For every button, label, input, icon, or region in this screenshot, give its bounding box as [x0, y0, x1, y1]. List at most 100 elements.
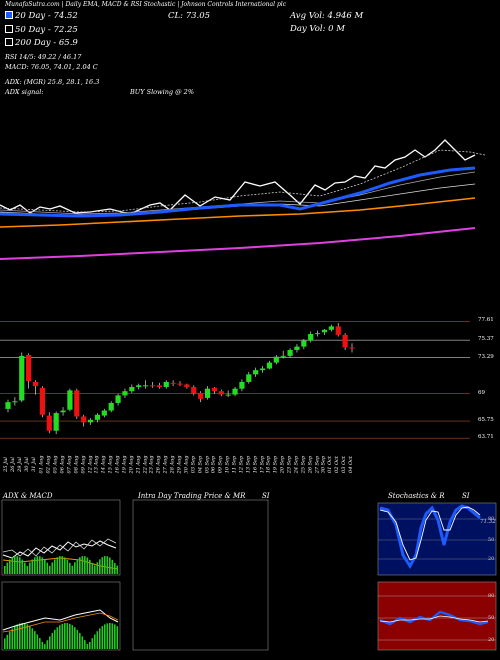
candle-body	[246, 374, 252, 382]
date-label: 29 Aug	[176, 455, 183, 474]
candle-body	[163, 381, 169, 387]
date-label: 20 Aug	[128, 455, 135, 474]
candle	[101, 408, 107, 418]
candle-body	[115, 395, 121, 403]
candle	[94, 413, 101, 423]
date-label: 12 Sep	[238, 455, 245, 474]
stoch-axis-80: 80	[488, 516, 495, 522]
ema200-swatch	[5, 38, 13, 46]
candle-body	[122, 391, 128, 396]
candle	[287, 348, 293, 358]
candle-body	[87, 419, 94, 423]
date-label: 03 Sep	[190, 455, 197, 474]
price-axis-label: 69	[478, 389, 485, 396]
date-label: 19 Sep	[272, 455, 279, 474]
candle	[67, 388, 73, 412]
candle	[246, 371, 252, 384]
ema-dotted-1	[0, 149, 486, 213]
date-label: 01 Aug	[38, 455, 45, 474]
date-label: 19 Aug	[121, 455, 128, 474]
candle	[225, 390, 231, 398]
candle-body	[12, 401, 18, 403]
candle	[198, 391, 204, 403]
date-label: 26 Aug	[155, 455, 162, 474]
ema50-label: 50 Day - 72.25	[15, 25, 78, 35]
rsi-line: RSI 14/5: 49.22 / 46.17	[5, 53, 82, 61]
candle-body	[67, 390, 73, 410]
date-label: 30 Aug	[183, 455, 190, 474]
price-line-white	[0, 139, 476, 215]
date-label: 17 Sep	[258, 455, 265, 474]
candle	[163, 380, 169, 389]
candle-body	[26, 355, 32, 382]
date-label: 01 Oct	[327, 456, 334, 473]
candle	[239, 379, 245, 392]
candle	[26, 353, 32, 389]
date-label: 08 Aug	[73, 455, 80, 474]
candle-body	[143, 385, 149, 387]
candle-body	[349, 347, 355, 349]
candle-body	[335, 326, 341, 335]
candle-body	[136, 385, 142, 387]
intraday-si: SI	[262, 492, 270, 500]
candle	[280, 350, 286, 359]
candle	[156, 382, 162, 389]
candle-body	[19, 355, 25, 401]
candle	[266, 360, 273, 370]
candle	[211, 386, 217, 394]
candle-body	[60, 410, 66, 413]
candle	[315, 330, 321, 337]
candle	[39, 386, 45, 418]
candle-body	[280, 355, 286, 357]
stoch-axis-20: 20	[488, 556, 495, 562]
candle	[46, 412, 52, 434]
candle-body	[225, 394, 231, 396]
candle	[204, 386, 211, 400]
candle	[218, 389, 224, 397]
candle	[60, 407, 66, 416]
date-label: 07 Aug	[66, 455, 73, 474]
price-axis-label: 73.29	[478, 353, 494, 360]
candle-body	[81, 416, 87, 423]
candle-body	[239, 381, 245, 389]
candle	[136, 383, 142, 390]
date-label: 18 Sep	[265, 455, 272, 474]
date-label: 26 Sep	[306, 455, 313, 474]
candlesticks	[5, 323, 355, 435]
candle	[81, 414, 87, 427]
candle	[177, 381, 183, 387]
date-label: 23 Aug	[148, 455, 155, 474]
date-label: 24 Sep	[293, 455, 300, 474]
candle-body	[308, 333, 314, 341]
candle	[170, 380, 176, 387]
candle-body	[342, 334, 348, 348]
candle	[321, 328, 328, 335]
candle	[273, 355, 279, 365]
candle	[87, 418, 94, 425]
ema-blue	[0, 166, 476, 218]
candle-body	[294, 346, 300, 350]
candle	[259, 365, 266, 373]
close-price: CL: 73.05	[168, 11, 211, 21]
candle-body	[301, 340, 307, 347]
date-label: 21 Aug	[135, 455, 142, 474]
ema20-swatch	[5, 11, 13, 19]
candle-body	[149, 385, 156, 387]
date-label: 14 Aug	[100, 455, 107, 474]
candle-body	[177, 383, 183, 385]
header-top-line: MunafaSutra.com | Daily EMA, MACD & RSI …	[5, 1, 287, 8]
candle-body	[39, 387, 45, 415]
date-label: 16 Sep	[251, 455, 258, 474]
date-label: 13 Aug	[93, 455, 100, 474]
candle-body	[170, 382, 176, 384]
price-axis-label: 63.71	[478, 434, 494, 441]
date-label: 27 Sep	[313, 455, 320, 474]
rsi-axis-80: 80	[488, 593, 495, 599]
candle-body	[328, 326, 334, 330]
candle-body	[5, 402, 11, 409]
date-label: 30 Jul	[23, 457, 30, 472]
avg-volume: Avg Vol: 4.946 M	[290, 11, 364, 21]
date-label: 26 Jul	[9, 457, 16, 472]
candle	[301, 339, 307, 350]
ema-overlay	[0, 139, 486, 260]
